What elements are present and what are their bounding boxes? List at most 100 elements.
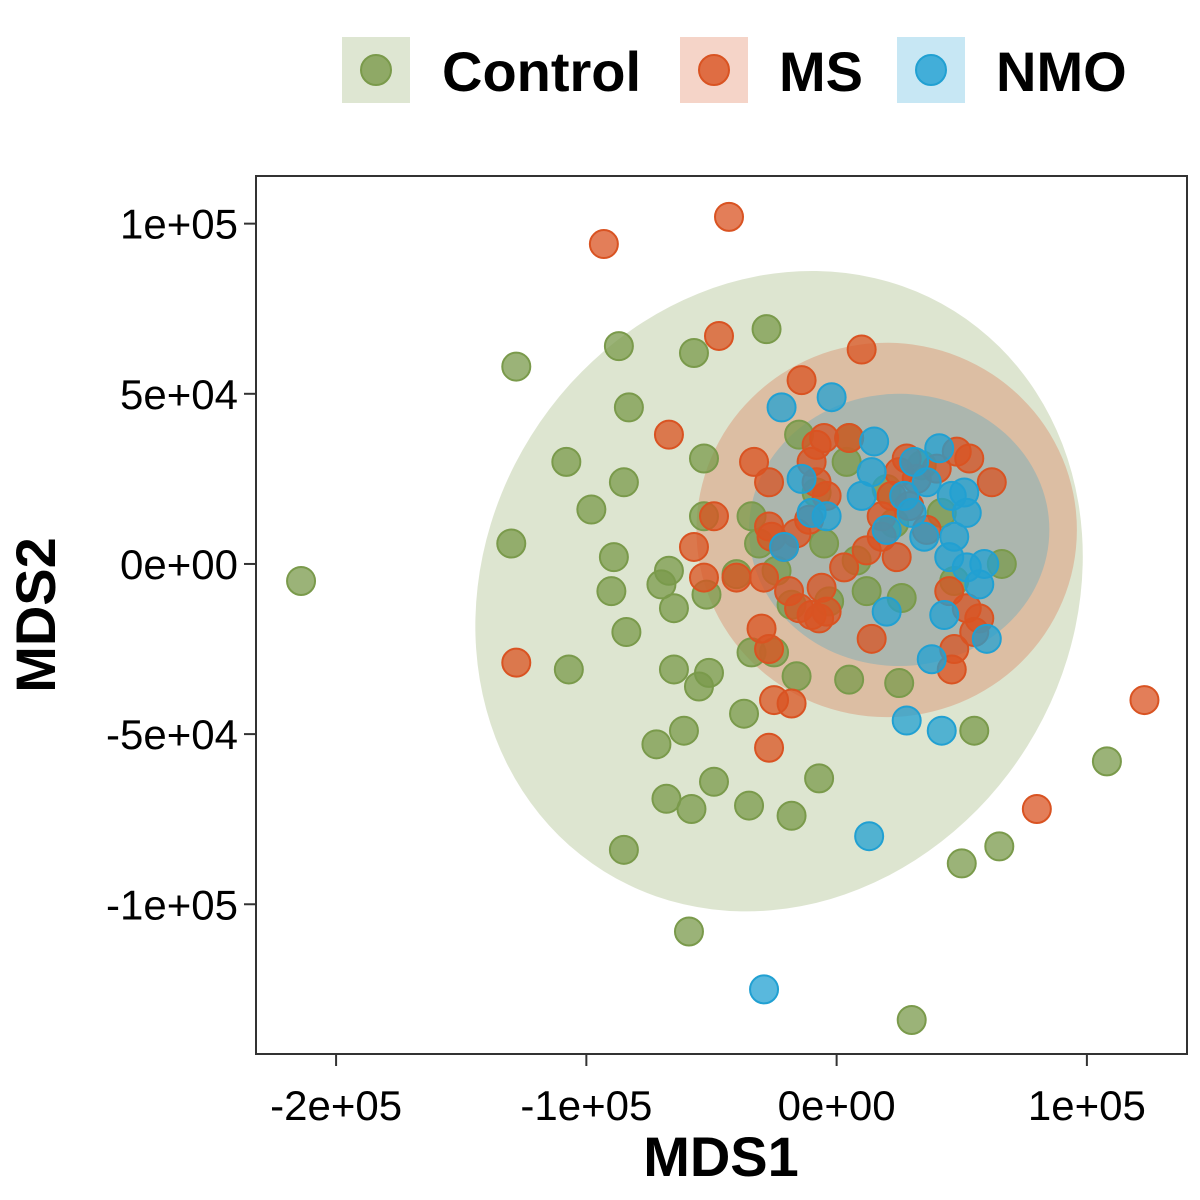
- legend-item-ms[interactable]: MS: [680, 37, 863, 103]
- point-control: [596, 576, 627, 607]
- point-ms: [856, 623, 887, 654]
- point-control: [646, 569, 677, 600]
- point-control: [611, 617, 642, 648]
- point-ms: [786, 365, 817, 396]
- point-control: [673, 916, 704, 947]
- point-control: [688, 443, 719, 474]
- point-nmo: [769, 531, 800, 562]
- point-control: [608, 467, 639, 498]
- point-ms: [653, 419, 684, 450]
- point-control: [683, 671, 714, 702]
- point-nmo: [856, 457, 887, 488]
- legend-key-dot: [915, 54, 947, 86]
- point-ms: [754, 732, 785, 763]
- point-ms: [501, 647, 532, 678]
- point-ms: [834, 423, 865, 454]
- point-control: [1091, 746, 1122, 777]
- point-control: [286, 565, 317, 596]
- x-tick-label: 0e+00: [778, 1082, 896, 1129]
- point-ms: [714, 201, 745, 232]
- point-control: [698, 766, 729, 797]
- point-ms: [688, 562, 719, 593]
- point-control: [729, 698, 760, 729]
- point-control: [651, 783, 682, 814]
- legend-label-ms: MS: [779, 40, 863, 103]
- point-ms: [678, 531, 709, 562]
- point-control: [804, 763, 835, 794]
- point-nmo: [911, 467, 942, 498]
- plot-panel-border: [255, 175, 1188, 1055]
- point-control: [553, 654, 584, 685]
- legend-key-dot: [360, 54, 392, 86]
- x-tick-label: 1e+05: [1028, 1082, 1146, 1129]
- point-nmo: [916, 644, 947, 675]
- point-control: [551, 446, 582, 477]
- y-tick-label: 0e+00: [120, 541, 238, 588]
- point-control: [896, 1004, 927, 1035]
- point-nmo: [816, 382, 847, 413]
- point-control: [613, 392, 644, 423]
- y-tick-label: 5e+04: [120, 371, 238, 418]
- point-control: [776, 800, 807, 831]
- point-control: [884, 668, 915, 699]
- point-ms: [749, 562, 780, 593]
- point-control: [598, 542, 629, 573]
- point-nmo: [854, 821, 885, 852]
- point-control: [658, 654, 689, 685]
- point-control: [576, 494, 607, 525]
- legend-key-dot: [698, 54, 730, 86]
- point-control: [751, 314, 782, 345]
- point-nmo: [909, 521, 940, 552]
- point-ms: [881, 542, 912, 573]
- point-control: [959, 715, 990, 746]
- point-nmo: [859, 426, 890, 457]
- point-ms: [739, 446, 770, 477]
- y-axis-title: MDS2: [4, 537, 67, 693]
- y-tick-label: 1e+05: [120, 201, 238, 248]
- point-ms: [754, 467, 785, 498]
- point-ms: [703, 320, 734, 351]
- point-control: [678, 337, 709, 368]
- point-ms: [954, 443, 985, 474]
- data-points: [286, 201, 1160, 1035]
- point-control: [734, 790, 765, 821]
- axis-ticks: -2e+05 -1e+05 0e+00 1e+05 1e+05 5e+04 0e+00 -5e…: [106, 201, 1146, 1129]
- legend-item-control[interactable]: Control: [342, 37, 641, 103]
- point-ms: [846, 334, 877, 365]
- point-ms: [754, 634, 785, 665]
- point-ms: [829, 552, 860, 583]
- point-ms: [698, 501, 729, 532]
- point-nmo: [786, 463, 817, 494]
- point-nmo: [749, 974, 780, 1005]
- point-nmo: [971, 623, 1002, 654]
- point-control: [496, 528, 527, 559]
- point-nmo: [871, 514, 902, 545]
- point-ms: [1129, 685, 1160, 716]
- point-nmo: [926, 715, 957, 746]
- point-control: [984, 831, 1015, 862]
- y-tick-label: -1e+05: [106, 881, 238, 928]
- point-control: [946, 848, 977, 879]
- point-nmo: [811, 501, 842, 532]
- point-nmo: [951, 497, 982, 528]
- point-ms: [588, 229, 619, 260]
- point-control: [603, 331, 634, 362]
- point-ms: [721, 562, 752, 593]
- point-control: [834, 664, 865, 695]
- point-ms: [1021, 793, 1052, 824]
- point-nmo: [924, 433, 955, 464]
- point-control: [658, 593, 689, 624]
- point-nmo: [896, 497, 927, 528]
- point-control: [668, 715, 699, 746]
- point-nmo: [891, 705, 922, 736]
- point-nmo: [871, 596, 902, 627]
- point-control: [676, 793, 707, 824]
- point-nmo: [969, 548, 1000, 579]
- point-ms: [811, 596, 842, 627]
- point-nmo: [766, 392, 797, 423]
- legend-item-nmo[interactable]: NMO: [897, 37, 1127, 103]
- point-nmo: [929, 600, 960, 630]
- point-control: [851, 576, 882, 607]
- legend-label-nmo: NMO: [996, 40, 1127, 103]
- legend: Control MS NMO: [342, 37, 1127, 103]
